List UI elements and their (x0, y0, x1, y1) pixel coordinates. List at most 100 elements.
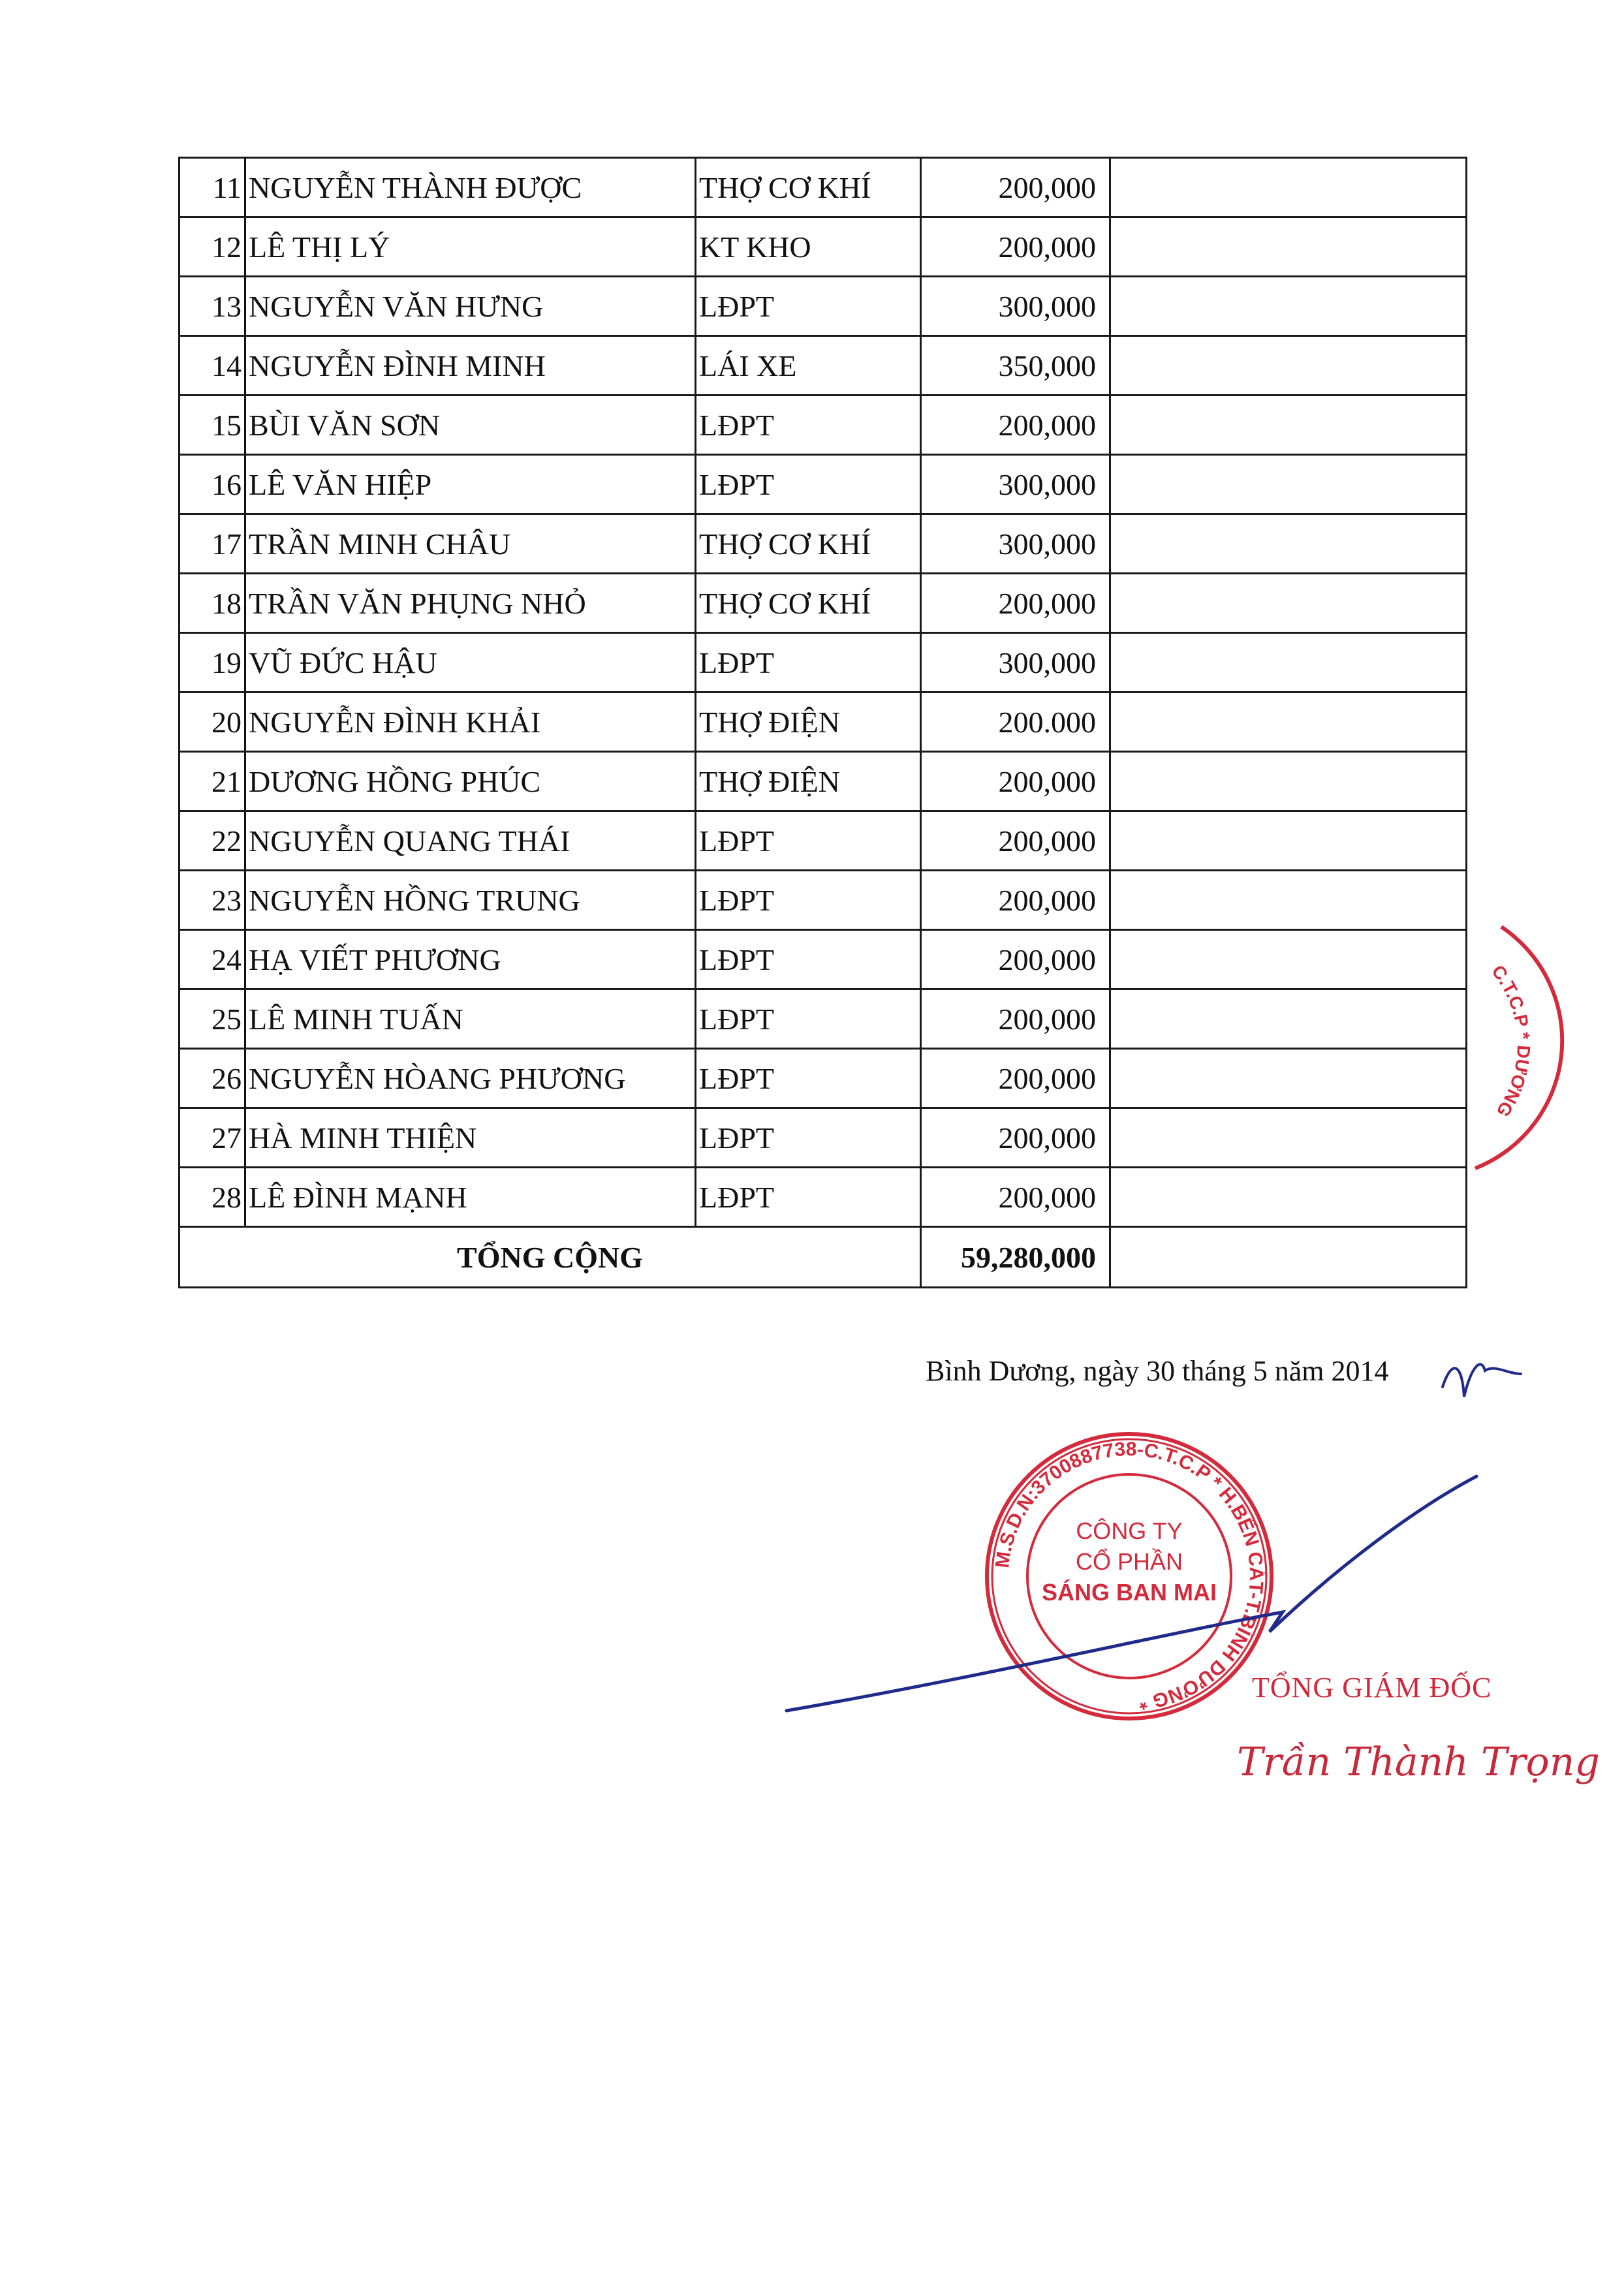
employee-name: BÙI VĂN SƠN (244, 394, 696, 456)
job-title: LĐPT (695, 394, 922, 456)
table-row: 24 HẠ VIẾT PHƯƠNG LĐPT 200,000 (178, 929, 1467, 990)
table-row: 13 NGUYỄN VĂN HƯNG LĐPT 300,000 (178, 275, 1467, 337)
row-number: 27 (178, 1107, 246, 1168)
row-number: 20 (178, 691, 246, 753)
row-number: 19 (178, 632, 246, 693)
note-cell (1109, 929, 1467, 990)
partial-stamp-text: C.T.C.P * DƯƠNG (1488, 961, 1534, 1121)
row-number: 28 (178, 1166, 246, 1228)
amount: 200,000 (920, 810, 1111, 871)
row-number: 21 (178, 751, 246, 812)
note-cell (1109, 454, 1467, 515)
note-cell (1109, 513, 1467, 574)
job-title: THỢ ĐIỆN (695, 751, 922, 812)
total-row: TỔNG CỘNG 59,280,000 (178, 1226, 1467, 1288)
job-title: LĐPT (695, 929, 922, 990)
employee-name: TRẦN VĂN PHỤNG NHỎ (244, 572, 696, 634)
total-amount: 59,280,000 (920, 1226, 1111, 1288)
employee-name: LÊ VĂN HIỆP (244, 454, 696, 515)
note-cell (1109, 216, 1467, 277)
job-title: LĐPT (695, 988, 922, 1050)
amount: 300,000 (920, 454, 1111, 515)
payment-table: 11 NGUYỄN THÀNH ĐƯỢC THỢ CƠ KHÍ 200,000 12 LÊ… (178, 157, 1467, 1288)
row-number: 12 (178, 216, 246, 277)
note-cell (1109, 988, 1467, 1050)
job-title: LĐPT (695, 1107, 922, 1168)
amount: 300,000 (920, 513, 1111, 574)
note-cell (1109, 157, 1467, 218)
note-cell (1109, 275, 1467, 337)
employee-name: LÊ THỊ LÝ (244, 216, 696, 277)
table-row: 26 NGUYỄN HÒANG PHƯƠNG LĐPT 200,000 (178, 1048, 1467, 1109)
note-cell (1109, 335, 1467, 396)
row-number: 16 (178, 454, 246, 515)
row-number: 18 (178, 572, 246, 634)
svg-text:C.T.C.P * DƯƠNG: C.T.C.P * DƯƠNG (1488, 961, 1534, 1121)
row-number: 11 (178, 157, 246, 218)
job-title: LĐPT (695, 454, 922, 515)
note-cell (1109, 572, 1467, 634)
company-stamp: M.S.D.N:3700887738-C.T.C.P * H.BẾN CÁT-T… (985, 1432, 1273, 1720)
employee-name: NGUYỄN HÒANG PHƯƠNG (244, 1048, 696, 1109)
table-row: 18 TRẦN VĂN PHỤNG NHỎ THỢ CƠ KHÍ 200,000 (178, 572, 1467, 634)
row-number: 24 (178, 929, 246, 990)
note-cell (1109, 394, 1467, 456)
employee-name: LÊ ĐÌNH MẠNH (244, 1166, 696, 1228)
signer-title: TỔNG GIÁM ĐỐC (1252, 1672, 1492, 1704)
employee-name: VŨ ĐỨC HẬU (244, 632, 696, 693)
amount: 200,000 (920, 751, 1111, 812)
table-row: 16 LÊ VĂN HIỆP LĐPT 300,000 (178, 454, 1467, 515)
amount: 200,000 (920, 1048, 1111, 1109)
stamp-ring-text: M.S.D.N:3700887738-C.T.C.P * H.BẾN CÁT-T… (992, 1439, 1268, 1714)
table-row: 14 NGUYỄN ĐÌNH MINH LÁI XE 350,000 (178, 335, 1467, 396)
employee-name: HÀ MINH THIỆN (244, 1107, 696, 1168)
stamp-line1: CÔNG TY (1076, 1517, 1182, 1544)
stamp-line2: CỔ PHẦN (1076, 1547, 1183, 1575)
row-number: 15 (178, 394, 246, 456)
row-number: 23 (178, 869, 246, 931)
amount: 200,000 (920, 394, 1111, 456)
job-title: LĐPT (695, 1166, 922, 1228)
employee-name: LÊ MINH TUẤN (244, 988, 696, 1050)
employee-name: TRẦN MINH CHÂU (244, 513, 696, 574)
amount: 200,000 (920, 157, 1111, 218)
job-title: LĐPT (695, 810, 922, 871)
table-row: 23 NGUYỄN HỒNG TRUNG LĐPT 200,000 (178, 869, 1467, 931)
amount: 200,000 (920, 572, 1111, 634)
table-row: 22 NGUYỄN QUANG THÁI LĐPT 200,000 (178, 810, 1467, 871)
row-number: 13 (178, 275, 246, 337)
table-row: 21 DƯƠNG HỒNG PHÚC THỢ ĐIỆN 200,000 (178, 751, 1467, 812)
row-number: 17 (178, 513, 246, 574)
table-row: 25 LÊ MINH TUẤN LĐPT 200,000 (178, 988, 1467, 1050)
row-number: 14 (178, 335, 246, 396)
svg-text:M.S.D.N:3700887738-C.T.C.P * H: M.S.D.N:3700887738-C.T.C.P * H.BẾN CÁT-T… (992, 1439, 1268, 1714)
job-title: LĐPT (695, 632, 922, 693)
job-title: THỢ ĐIỆN (695, 691, 922, 753)
employee-name: NGUYỄN HỒNG TRUNG (244, 869, 696, 931)
total-note (1109, 1226, 1467, 1288)
amount: 200,000 (920, 988, 1111, 1050)
amount: 200.000 (920, 691, 1111, 753)
employee-name: NGUYỄN VĂN HƯNG (244, 275, 696, 337)
total-label: TỔNG CỘNG (178, 1226, 922, 1288)
table-row: 27 HÀ MINH THIỆN LĐPT 200,000 (178, 1107, 1467, 1168)
table-row: 15 BÙI VĂN SƠN LĐPT 200,000 (178, 394, 1467, 456)
partial-stamp: C.T.C.P * DƯƠNG (1474, 925, 1565, 1170)
amount: 200,000 (920, 1107, 1111, 1168)
note-cell (1109, 1107, 1467, 1168)
employee-name: NGUYỄN ĐÌNH KHẢI (244, 691, 696, 753)
note-cell (1109, 869, 1467, 931)
amount: 350,000 (920, 335, 1111, 396)
employee-name: NGUYỄN QUANG THÁI (244, 810, 696, 871)
row-number: 26 (178, 1048, 246, 1109)
row-number: 25 (178, 988, 246, 1050)
row-number: 22 (178, 810, 246, 871)
date-line: Bình Dương, ngày 30 tháng 5 năm 2014 (926, 1355, 1389, 1387)
job-title: THỢ CƠ KHÍ (695, 513, 922, 574)
note-cell (1109, 810, 1467, 871)
note-cell (1109, 1048, 1467, 1109)
amount: 300,000 (920, 632, 1111, 693)
amount: 200,000 (920, 216, 1111, 277)
amount: 200,000 (920, 869, 1111, 931)
signature (785, 1363, 1522, 1713)
